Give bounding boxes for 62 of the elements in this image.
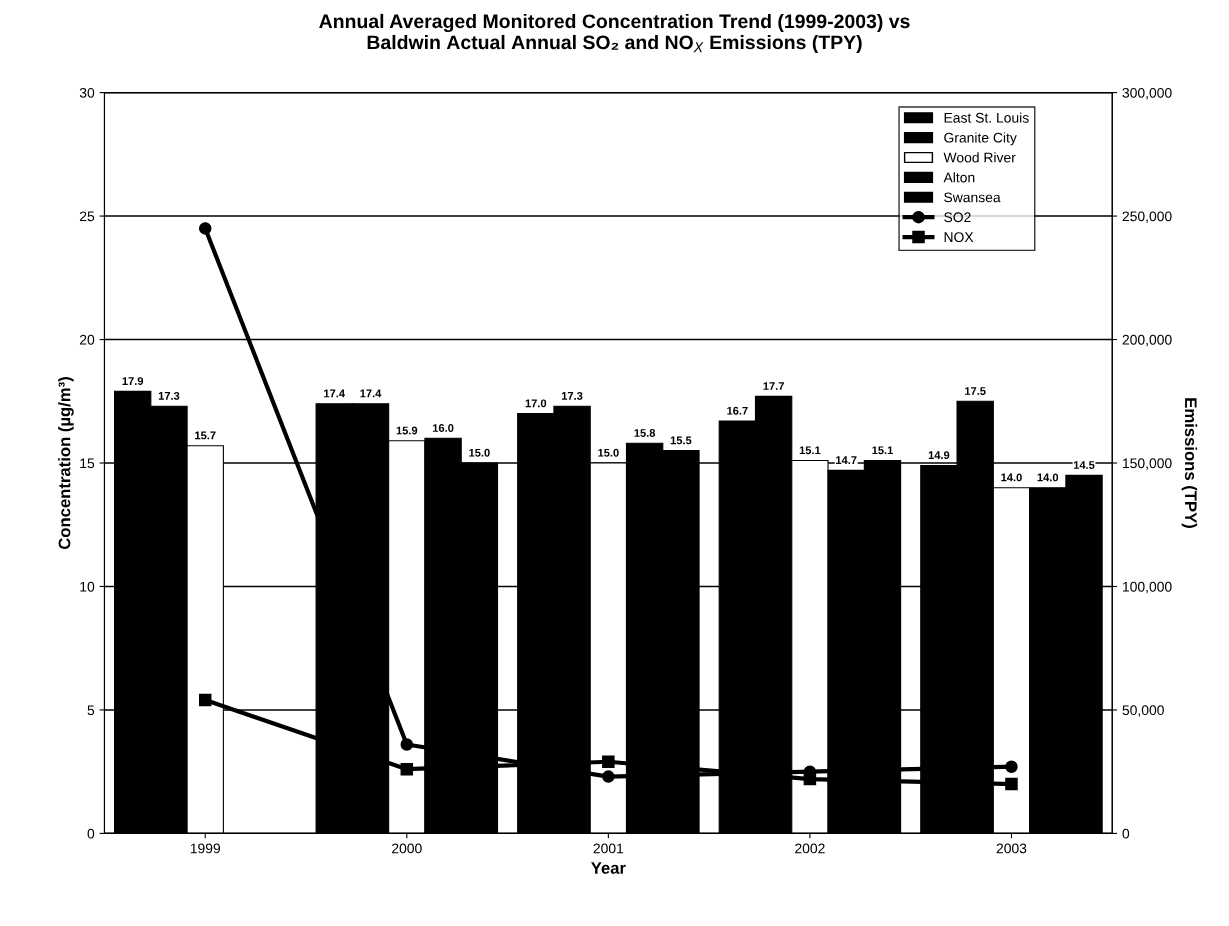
data-label: 15.1 [799,446,821,455]
data-label: 17.3 [561,391,583,400]
x-tick-label: 1999 [190,843,221,854]
y2-tick-label: 200,000 [1122,334,1172,347]
x-tick-label: 2000 [392,843,422,854]
data-label: 16.0 [432,424,454,432]
data-label: 15.5 [670,436,692,445]
y2-axis-title: Emissions (TPY) [1181,398,1198,528]
legend-label: Wood River [943,152,1016,163]
data-label: 17.3 [158,391,180,400]
y2-tick-label: 100,000 [1123,581,1172,594]
y2-tick-label: 250,000 [1122,211,1172,223]
point [602,755,615,769]
y2-tick-label: 50,000 [1122,705,1164,717]
y2-tick-label: 300,000 [1122,87,1172,100]
point [198,693,212,707]
y-axis-title: Concentration (µg/m³) [58,377,74,550]
data-label: 17.0 [525,399,547,408]
data-label: 15.9 [396,426,418,435]
data-label: 15.0 [469,448,490,457]
data-label: 14.9 [928,451,950,460]
data-label: 14.5 [1073,461,1095,469]
data-label: 17.4 [324,389,345,398]
data-label: 15.8 [634,429,656,437]
data-label: 14.7 [836,456,857,464]
point [400,738,414,751]
data-label: 16.7 [727,406,748,415]
x-axis-title: Year [591,862,626,874]
data-label: 17.5 [965,387,986,395]
legend-label: Alton [943,172,975,183]
legend-label: NOX [944,232,974,243]
point [198,222,212,235]
legend-label: Swansea [944,192,1001,203]
chart-title: Annual Averaged Monitored Concentration Trend (1999-2003) vs Baldwin Actual Annual SO₂ and NO$_{X}$ Emissions (TPY) [319,13,910,54]
data-label: 17.9 [122,377,144,386]
y-tick-label: 0 [87,828,95,839]
data-label: 15.1 [872,446,893,455]
data-label: 14.0 [1001,473,1022,482]
data-label: 14.0 [1037,473,1059,482]
y-tick-label: 15 [80,458,95,469]
legend-label: Granite City [944,132,1017,146]
legend-label: SO2 [944,212,971,223]
data-label: 17.7 [763,382,784,390]
legend-label: East St. Louis [944,112,1029,123]
y2-tick-label: 0 [1122,828,1130,839]
x-tick-label: 2001 [593,843,624,854]
point [1005,760,1018,773]
y-tick-label: 20 [79,334,95,345]
y-tick-label: 5 [87,705,95,716]
y-tick-label: 10 [80,581,95,592]
point [803,772,817,786]
data-label: 15.0 [598,448,619,457]
point [602,770,615,783]
y-tick-label: 30 [79,87,95,98]
data-label: 17.4 [360,389,382,398]
data-label: 15.7 [195,431,216,440]
y2-tick-label: 150,000 [1123,458,1172,470]
point [1005,777,1018,791]
y-tick-label: 25 [79,211,95,222]
point [400,762,414,776]
x-tick-label: 2003 [996,843,1027,854]
x-tick-label: 2002 [795,843,825,854]
